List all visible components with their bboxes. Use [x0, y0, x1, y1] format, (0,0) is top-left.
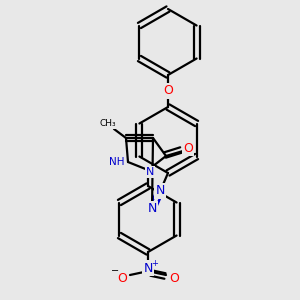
- Text: N: N: [147, 202, 157, 215]
- Text: N: N: [146, 167, 154, 177]
- Text: O: O: [169, 272, 179, 284]
- Text: −: −: [111, 266, 119, 276]
- Text: NH: NH: [109, 157, 124, 167]
- Text: N: N: [143, 262, 153, 275]
- Text: O: O: [117, 272, 127, 284]
- Text: CH₃: CH₃: [100, 119, 116, 128]
- Text: N: N: [155, 184, 165, 197]
- Text: O: O: [183, 142, 193, 154]
- Text: +: +: [152, 259, 158, 268]
- Text: O: O: [163, 85, 173, 98]
